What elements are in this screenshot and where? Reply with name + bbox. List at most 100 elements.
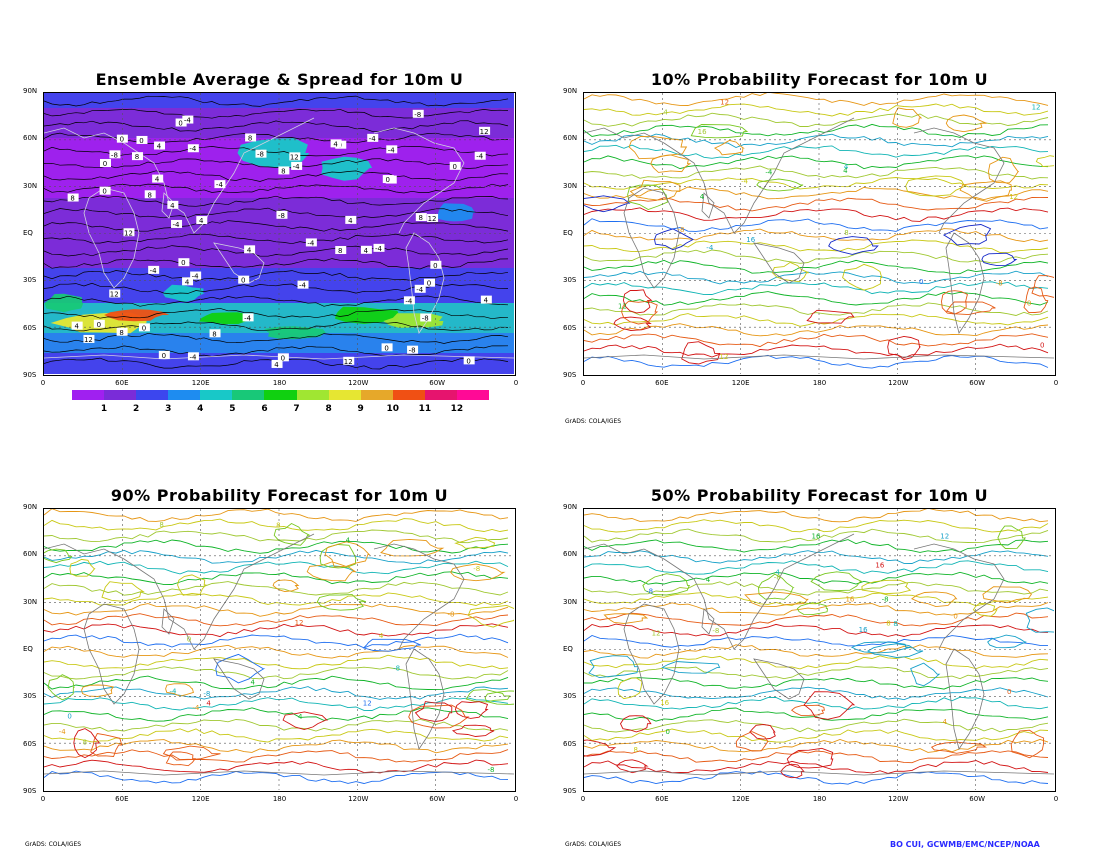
colorbar-label: 10 (386, 404, 400, 414)
svg-text:-8: -8 (473, 565, 480, 573)
svg-text:0: 0 (386, 176, 390, 184)
svg-text:0: 0 (427, 280, 431, 288)
svg-text:0: 0 (120, 136, 124, 144)
lat-tick-label: 90N (23, 87, 38, 95)
svg-text:-4: -4 (706, 244, 714, 252)
svg-text:12: 12 (295, 619, 304, 627)
lon-tick-label: 60W (429, 379, 446, 387)
lon-tick-label: 0 (513, 379, 519, 387)
svg-text:-8: -8 (203, 690, 210, 698)
lat-tick-label: 30S (23, 692, 37, 701)
svg-text:4: 4 (484, 297, 489, 305)
svg-text:-8: -8 (422, 314, 429, 322)
svg-text:-8: -8 (447, 611, 454, 619)
lon-tick-label: 60E (655, 795, 669, 803)
map-90pct: -4 8 8 4 0 -4 4 0 -8 -8 12 4 12 -4 4 8 -8 -8 -8 4 (43, 508, 516, 792)
lon-tick-label: 120W (888, 379, 909, 387)
svg-text:16: 16 (812, 533, 821, 541)
svg-text:8: 8 (70, 195, 74, 203)
lat-tick-label: 60S (23, 323, 37, 332)
lat-tick-label: 30N (23, 597, 38, 606)
svg-text:12: 12 (480, 128, 489, 136)
lat-tick-label: 30N (23, 181, 38, 190)
lon-tick-label: 120E (731, 379, 750, 387)
lon-tick-label: 60E (115, 379, 129, 387)
svg-text:4: 4 (943, 718, 948, 726)
svg-text:-4: -4 (192, 273, 200, 281)
svg-text:-8: -8 (414, 111, 421, 119)
svg-text:-4: -4 (375, 245, 383, 253)
svg-text:0: 0 (97, 321, 101, 329)
lat-tick-label: 60S (23, 739, 37, 748)
contour-map: 0 -4 8 12 -4 4 -4 4 12 -8 12 0 0 -8 12 16 4 16 12 4 (584, 93, 1054, 374)
lat-tick-label: 60N (563, 550, 578, 559)
lat-tick-label: 90S (563, 371, 577, 379)
svg-text:-4: -4 (293, 163, 301, 171)
lon-tick-label: 0 (40, 379, 46, 387)
svg-text:16: 16 (660, 699, 669, 707)
svg-text:12: 12 (344, 358, 353, 366)
svg-text:-8: -8 (882, 595, 889, 603)
lat-tick-label: 60N (23, 134, 38, 143)
svg-text:12: 12 (290, 153, 299, 161)
svg-text:-8: -8 (774, 574, 781, 582)
lon-tick-label: 60E (115, 795, 129, 803)
lat-tick-label: EQ (563, 229, 573, 237)
lon-tick-label: 60W (969, 379, 986, 387)
svg-text:0: 0 (187, 636, 191, 644)
svg-text:0: 0 (466, 357, 470, 365)
colorbar-label: 3 (165, 404, 172, 414)
svg-text:-4: -4 (244, 314, 252, 322)
svg-text:4: 4 (74, 323, 79, 331)
svg-text:-4: -4 (189, 145, 197, 153)
lon-tick-label: 120W (888, 795, 909, 803)
colorbar-label: 6 (261, 404, 268, 414)
svg-text:-8: -8 (111, 151, 118, 159)
lat-tick-label: 60S (563, 739, 577, 748)
lat-tick-label: 90N (563, 87, 578, 95)
svg-text:-4: -4 (741, 177, 749, 185)
svg-text:0: 0 (452, 163, 456, 171)
svg-text:-4: -4 (388, 146, 396, 154)
svg-text:12: 12 (720, 98, 729, 106)
svg-text:4: 4 (663, 108, 668, 116)
lon-tick-label: 0 (513, 795, 519, 803)
svg-text:8: 8 (248, 134, 252, 142)
svg-text:-8: -8 (712, 627, 719, 635)
svg-text:4: 4 (843, 167, 848, 175)
svg-text:4: 4 (700, 193, 705, 201)
lat-tick-label: 90N (23, 503, 38, 511)
colorbar-label: 4 (197, 404, 204, 414)
svg-text:-4: -4 (405, 297, 413, 305)
lat-tick-label: EQ (23, 645, 33, 653)
svg-text:-4: -4 (189, 353, 197, 361)
colorbar-label: 2 (133, 404, 140, 414)
lat-tick-label: 30S (563, 692, 577, 701)
svg-text:4: 4 (333, 140, 338, 148)
svg-text:0: 0 (178, 120, 182, 128)
svg-text:8: 8 (159, 521, 163, 529)
lat-tick-label: 30N (563, 181, 578, 190)
svg-text:0: 0 (139, 137, 143, 145)
svg-text:-4: -4 (765, 169, 773, 177)
svg-text:0: 0 (919, 278, 923, 286)
svg-text:-8: -8 (409, 347, 416, 355)
svg-text:-4: -4 (192, 704, 200, 712)
svg-text:4: 4 (346, 536, 351, 544)
colorbar-swatch (264, 390, 298, 400)
svg-text:0: 0 (384, 344, 388, 352)
colorbar-swatch (232, 390, 265, 400)
svg-text:4: 4 (170, 202, 175, 210)
svg-text:-8: -8 (487, 766, 494, 774)
svg-text:-4: -4 (170, 687, 178, 695)
svg-text:4: 4 (251, 678, 256, 686)
svg-text:8: 8 (281, 167, 285, 175)
svg-text:8: 8 (147, 191, 151, 199)
svg-text:16: 16 (859, 626, 868, 634)
svg-text:-4: -4 (173, 221, 181, 229)
lat-tick-label: EQ (23, 229, 33, 237)
colorbar-label: 11 (418, 404, 432, 414)
svg-text:0: 0 (162, 352, 166, 360)
colorbar-label: 5 (229, 404, 236, 414)
